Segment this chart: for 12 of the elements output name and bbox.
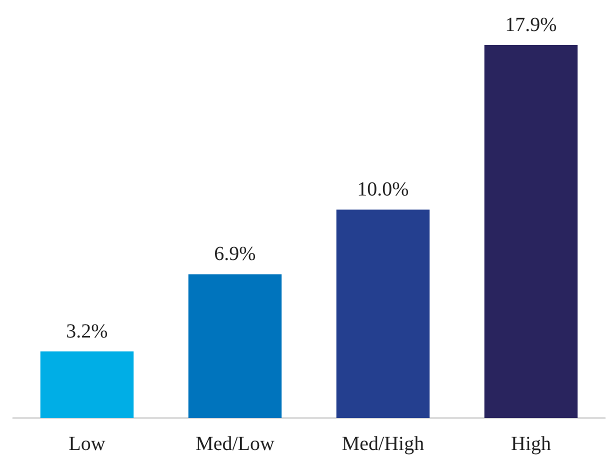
- x-tick-label: Med/High: [342, 433, 424, 455]
- bar: [188, 274, 282, 418]
- bar: [336, 210, 430, 418]
- data-label: 17.9%: [505, 14, 557, 36]
- x-tick-label: High: [511, 433, 551, 455]
- x-tick-label: Low: [68, 433, 106, 455]
- bar: [484, 45, 578, 418]
- data-label: 10.0%: [357, 178, 409, 201]
- bar: [40, 351, 134, 418]
- data-label: 3.2%: [66, 320, 108, 342]
- data-label: 6.9%: [214, 243, 256, 266]
- x-tick-label: Med/Low: [196, 433, 275, 455]
